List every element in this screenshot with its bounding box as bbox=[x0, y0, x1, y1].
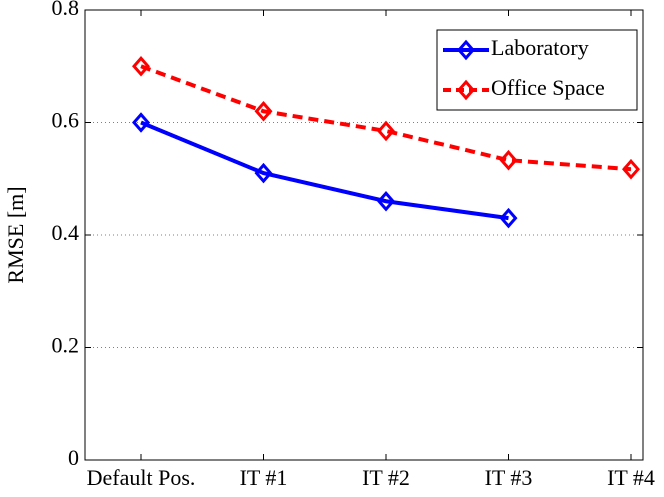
legend-marker bbox=[457, 79, 475, 101]
data-point bbox=[377, 120, 395, 142]
x-tick-label: IT #1 bbox=[240, 465, 288, 490]
data-point bbox=[132, 112, 150, 133]
x-tick-label: IT #2 bbox=[362, 465, 410, 490]
legend-label: Laboratory bbox=[491, 35, 589, 60]
data-point bbox=[499, 149, 518, 171]
y-tick-label: 0.4 bbox=[52, 220, 80, 245]
data-point bbox=[254, 100, 273, 122]
y-tick-label: 0 bbox=[68, 445, 79, 470]
data-point bbox=[622, 158, 640, 180]
y-tick-label: 0.8 bbox=[52, 0, 80, 20]
y-tick-label: 0.6 bbox=[52, 108, 80, 133]
data-point bbox=[499, 207, 518, 229]
legend-label: Office Space bbox=[491, 75, 605, 100]
legend-box bbox=[436, 29, 638, 111]
y-axis-label: RMSE [m] bbox=[3, 186, 28, 283]
data-point bbox=[132, 55, 150, 77]
x-tick-label: IT #3 bbox=[485, 465, 533, 490]
series-line bbox=[140, 120, 509, 221]
plot-frame bbox=[84, 9, 644, 461]
data-point bbox=[377, 190, 395, 212]
legend-marker bbox=[457, 39, 475, 61]
x-tick-label: IT #4 bbox=[607, 465, 655, 490]
series-line bbox=[140, 64, 632, 172]
y-tick-label: 0.2 bbox=[52, 333, 80, 358]
x-tick-label: Default Pos. bbox=[87, 465, 196, 490]
data-point bbox=[254, 162, 273, 184]
